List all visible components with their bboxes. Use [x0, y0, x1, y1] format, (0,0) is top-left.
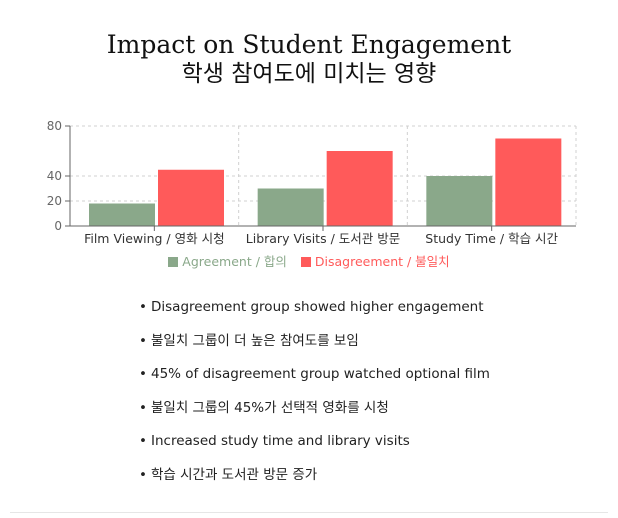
- y-tick-label: 80: [47, 119, 62, 133]
- bullet-icon: •: [139, 466, 147, 483]
- bullet-icon: •: [139, 332, 147, 349]
- legend-label-disagreement: Disagreement / 불일치: [314, 254, 450, 269]
- bars: [89, 138, 562, 227]
- bar-agreement[interactable]: [89, 203, 155, 227]
- bar-agreement[interactable]: [257, 188, 324, 227]
- notes-list: • Disagreement group showed higher engage…: [139, 296, 490, 497]
- legend-item-agreement[interactable]: Agreement / 합의: [168, 251, 287, 270]
- note-text: Disagreement group showed higher engagem…: [151, 299, 484, 315]
- bar-disagreement[interactable]: [326, 151, 393, 226]
- legend-swatch-agreement: [168, 257, 179, 267]
- note-text: Increased study time and library visits: [151, 433, 410, 449]
- bullet-icon: •: [139, 433, 147, 449]
- x-tick-label: Study Time / 학습 시간: [425, 231, 558, 246]
- y-axis: 0 20 40 80: [47, 119, 71, 233]
- title-block: Impact on Student Engagement 학생 참여도에 미치는…: [0, 30, 618, 88]
- y-tick-label: 20: [47, 194, 62, 208]
- bar-chart: 0 20 40 80 Film Viewing / 영화 시청 Library Visi…: [47, 119, 577, 246]
- x-axis: Film Viewing / 영화 시청 Library Visits / 도서관…: [70, 225, 576, 246]
- legend-swatch-disagreement: [300, 257, 311, 267]
- note-text: 불일치 그룹이 더 높은 참여도를 보임: [151, 332, 359, 349]
- note-item: • 학습 시간과 도서관 방문 증가: [139, 464, 490, 486]
- note-item: • 45% of disagreement group watched optio…: [139, 363, 490, 385]
- legend-item-disagreement[interactable]: Disagreement / 불일치: [300, 251, 450, 270]
- x-tick-label: Library Visits / 도서관 방문: [246, 231, 400, 246]
- chart-subtitle: 학생 참여도에 미치는 영향: [181, 61, 437, 87]
- y-tick-label: 40: [47, 169, 62, 183]
- note-text: 학습 시간과 도서관 방문 증가: [151, 466, 318, 483]
- bullet-icon: •: [139, 399, 147, 416]
- bullet-icon: •: [139, 299, 147, 315]
- note-text: 45% of disagreement group watched option…: [151, 366, 490, 382]
- note-item: • Disagreement group showed higher engage…: [139, 296, 490, 318]
- bar-disagreement[interactable]: [158, 169, 224, 226]
- legend-label-agreement: Agreement / 합의: [182, 254, 287, 269]
- bar-disagreement[interactable]: [495, 138, 562, 227]
- x-tick-label: Film Viewing / 영화 시청: [84, 231, 225, 246]
- note-text: 불일치 그룹의 45%가 선택적 영화를 시청: [151, 399, 389, 416]
- chart-title: Impact on Student Engagement: [106, 30, 512, 59]
- legend: Agreement / 합의 Disagreement / 불일치: [0, 251, 618, 270]
- y-tick-label: 0: [54, 219, 62, 233]
- note-item: • Increased study time and library visits: [139, 430, 490, 452]
- note-item: • 불일치 그룹의 45%가 선택적 영화를 시청: [139, 397, 490, 419]
- note-item: • 불일치 그룹이 더 높은 참여도를 보임: [139, 330, 490, 352]
- bar-agreement[interactable]: [426, 176, 493, 226]
- bottom-divider: [10, 512, 608, 513]
- bullet-icon: •: [139, 366, 147, 382]
